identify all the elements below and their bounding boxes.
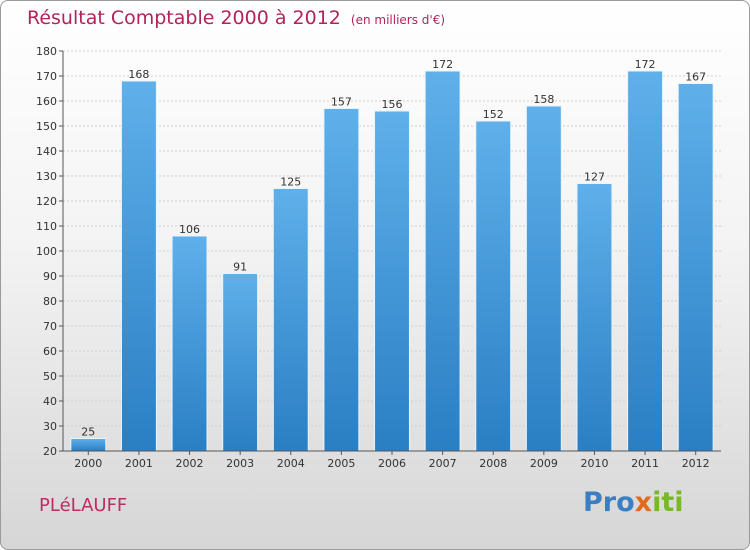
x-tick-label: 2005 (327, 457, 355, 470)
logo-part-3: iti (652, 487, 684, 518)
bar (475, 120, 512, 452)
y-tick-label: 130 (36, 170, 57, 183)
y-tick-label: 170 (36, 70, 57, 83)
y-tick-label: 20 (43, 445, 57, 458)
x-tick-label: 2007 (429, 457, 457, 470)
bar (627, 70, 664, 452)
proxiti-logo: Proxiti (583, 487, 684, 518)
y-tick-label: 110 (36, 220, 57, 233)
chart-title: Résultat Comptable 2000 à 2012 (en millie… (27, 7, 445, 29)
bar (120, 80, 157, 452)
x-tick-label: 2012 (682, 457, 710, 470)
y-tick-label: 180 (36, 45, 57, 58)
data-label: 156 (382, 98, 403, 111)
bar (576, 183, 613, 452)
data-label: 167 (685, 71, 706, 84)
x-tick-label: 2004 (277, 457, 305, 470)
x-tick-label: 2001 (125, 457, 153, 470)
x-tick-label: 2003 (226, 457, 254, 470)
y-tick-label: 50 (43, 370, 57, 383)
data-label: 172 (432, 58, 453, 71)
bar (272, 188, 309, 452)
data-label: 25 (81, 426, 95, 439)
data-label: 127 (584, 171, 605, 184)
bar (70, 438, 107, 452)
data-label: 152 (483, 108, 504, 121)
y-tick-label: 80 (43, 295, 57, 308)
y-tick-label: 70 (43, 320, 57, 333)
x-tick-label: 2008 (479, 457, 507, 470)
bars: 25 168 106 91 125 157 156 172 152 158 127 172 167 (70, 58, 714, 452)
data-label: 125 (280, 176, 301, 189)
logo-part-1: Pro (583, 487, 635, 518)
x-tick-label: 2000 (74, 457, 102, 470)
data-label: 168 (128, 68, 149, 81)
axes: 20 30 40 50 60 70 80 90 100 110 120 130 140 150 160 170… (36, 45, 721, 470)
x-tick-label: 2006 (378, 457, 406, 470)
y-tick-label: 60 (43, 345, 57, 358)
bar (222, 273, 259, 452)
y-tick-label: 40 (43, 395, 57, 408)
title-text: Résultat Comptable 2000 à 2012 (27, 7, 341, 29)
data-label: 157 (331, 96, 352, 109)
x-tick-label: 2011 (631, 457, 659, 470)
x-tick-label: 2009 (530, 457, 558, 470)
bar (677, 83, 714, 452)
data-label: 172 (635, 58, 656, 71)
data-label: 106 (179, 223, 200, 236)
y-tick-label: 160 (36, 95, 57, 108)
bar (171, 235, 208, 452)
x-tick-label: 2010 (580, 457, 608, 470)
x-tick-label: 2002 (176, 457, 204, 470)
y-tick-label: 140 (36, 145, 57, 158)
bar (525, 105, 562, 452)
bar (323, 108, 360, 452)
commune-name: PLéLAUFF (39, 495, 128, 516)
y-tick-label: 150 (36, 120, 57, 133)
chart-subtitle: (en milliers d'€) (350, 13, 446, 27)
bar (424, 70, 461, 452)
y-tick-label: 90 (43, 270, 57, 283)
data-label: 91 (233, 261, 247, 274)
y-tick-label: 100 (36, 245, 57, 258)
y-tick-label: 120 (36, 195, 57, 208)
y-tick-label: 30 (43, 420, 57, 433)
bar (374, 110, 410, 452)
logo-part-2: x (634, 487, 653, 518)
data-label: 158 (533, 93, 554, 106)
